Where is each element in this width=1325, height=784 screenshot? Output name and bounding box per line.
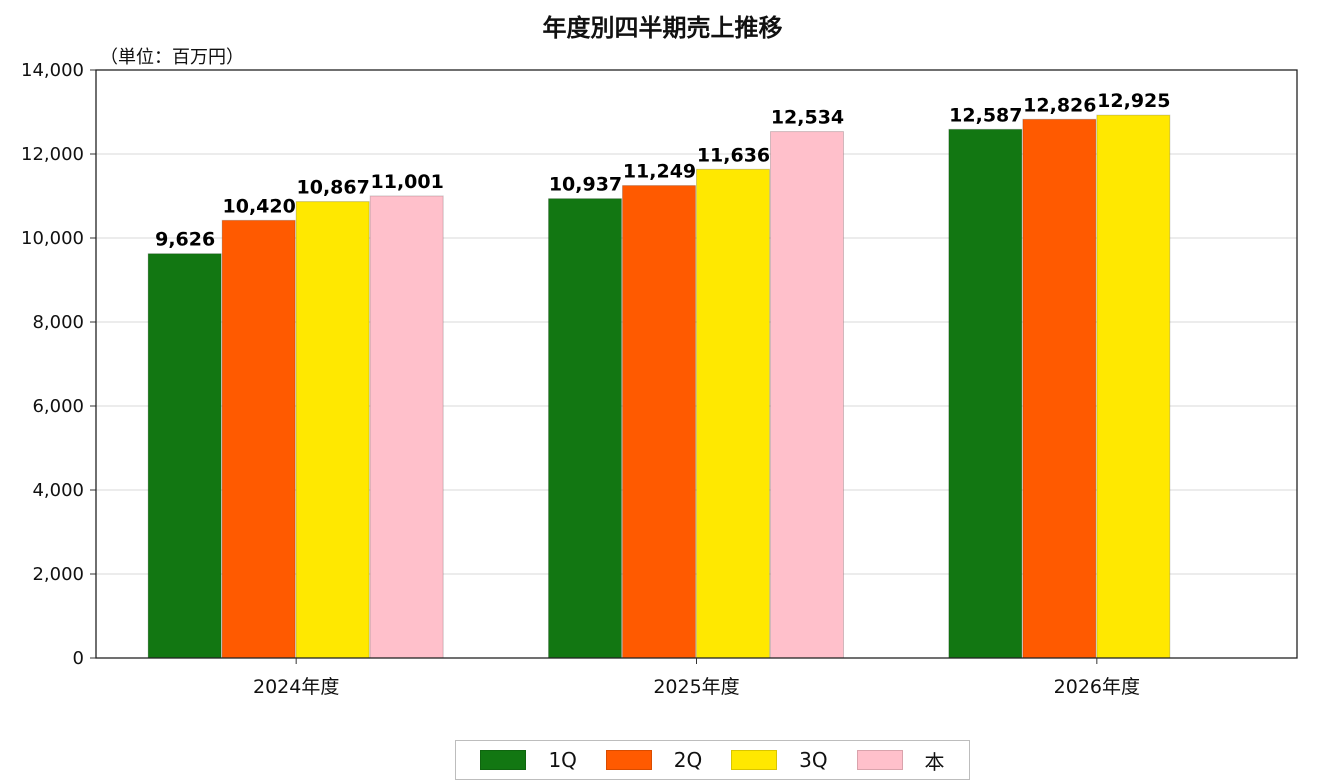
unit-label: （単位：百万円） — [100, 47, 244, 68]
x-tick-label: 2024年度 — [253, 676, 339, 698]
bar-1Q-3 — [948, 128, 1023, 659]
legend-swatch — [731, 750, 778, 770]
legend-label: 1Q — [548, 748, 577, 772]
x-tick-label: 2026年度 — [1054, 676, 1140, 698]
y-tick-label: 6,000 — [32, 396, 84, 417]
legend-swatch — [480, 750, 527, 770]
data-label: 10,867 — [297, 177, 370, 199]
bar-3Q-2 — [696, 168, 770, 659]
legend-label: 2Q — [673, 748, 703, 772]
bar-chart: 0 2,000 4,000 6,000 8,000 10,000 12,000 14,000 2… — [21, 60, 1298, 698]
data-label: 10,420 — [223, 195, 296, 217]
legend-label: 本 — [924, 749, 945, 774]
legend-label: 3Q — [799, 748, 828, 772]
y-tick-label: 12,000 — [21, 144, 84, 165]
y-tick-label: 4,000 — [32, 480, 84, 501]
data-label: 12,534 — [771, 107, 844, 129]
bar-1Q-2 — [548, 198, 622, 659]
bar-2Q-2 — [622, 185, 696, 659]
data-label: 9,626 — [155, 229, 215, 251]
bar-3Q-1 — [295, 201, 370, 659]
y-tick-label: 8,000 — [32, 312, 84, 333]
y-tick-label: 10,000 — [21, 228, 84, 249]
data-label: 11,249 — [623, 161, 696, 183]
bar-1Q-1 — [147, 253, 222, 659]
data-label: 12,587 — [949, 104, 1022, 126]
bar-2Q-1 — [221, 219, 296, 659]
x-tick-label: 2025年度 — [653, 676, 739, 698]
legend-swatch — [856, 750, 903, 770]
y-tick-label: 0 — [73, 648, 84, 669]
legend-swatch — [605, 750, 652, 770]
y-tick-label: 14,000 — [21, 60, 84, 81]
data-label: 10,937 — [549, 174, 622, 196]
legend-item: 1Q — [480, 748, 577, 772]
bar-本-2 — [770, 131, 844, 659]
bar-本-1 — [369, 195, 444, 659]
data-label: 12,826 — [1023, 94, 1096, 116]
legend-item: 3Q — [731, 748, 828, 772]
data-label: 12,925 — [1097, 90, 1170, 112]
y-tick-label: 2,000 — [32, 564, 84, 585]
chart-title: 年度別四半期売上推移 — [542, 14, 783, 42]
legend-item: 2Q — [605, 748, 703, 772]
bar-2Q-3 — [1022, 118, 1097, 659]
data-label: 11,001 — [371, 171, 444, 193]
data-label: 11,636 — [697, 144, 770, 166]
chart-legend: 1Q 2Q 3Q 本 — [455, 740, 970, 780]
bar-3Q-3 — [1096, 114, 1171, 659]
legend-item: 本 — [856, 746, 945, 775]
